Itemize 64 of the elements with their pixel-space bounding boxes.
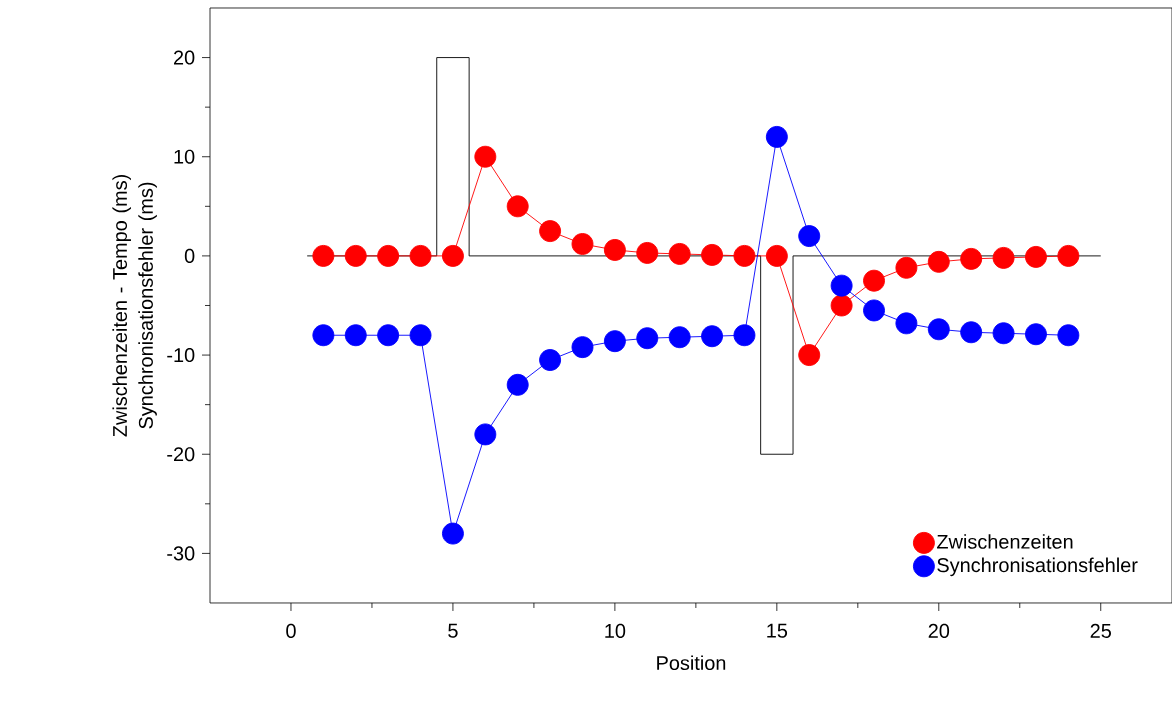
point <box>377 324 400 347</box>
point <box>441 522 464 545</box>
point <box>895 312 918 335</box>
point <box>765 244 788 267</box>
point <box>895 256 918 279</box>
point <box>863 269 885 292</box>
point <box>344 244 367 267</box>
y-axis-title: Zwischenzeiten - Tempo (ms) Synchronisationsfehler (ms) <box>112 174 157 437</box>
x-tick-label: 25 <box>1090 623 1111 638</box>
point <box>992 322 1015 345</box>
point <box>409 324 432 347</box>
point <box>830 294 853 317</box>
x-axis-title: Position <box>657 655 726 671</box>
x-tick-label: 10 <box>605 623 626 638</box>
point <box>733 324 756 347</box>
point <box>571 336 594 359</box>
point <box>344 324 367 347</box>
point <box>668 326 691 349</box>
point <box>1025 323 1047 346</box>
point <box>992 246 1015 269</box>
point <box>1057 324 1080 347</box>
point <box>863 299 885 322</box>
point <box>798 344 821 367</box>
point <box>960 321 983 344</box>
point <box>603 330 626 353</box>
legend-label: Synchronisationsfehler <box>937 557 1138 577</box>
point <box>830 274 853 297</box>
point <box>636 241 659 264</box>
point <box>1057 244 1080 267</box>
x-tick-label: 20 <box>928 623 950 638</box>
point <box>539 349 562 371</box>
y-tick-label: -30 <box>167 546 195 561</box>
y-tick-label: -10 <box>167 348 195 363</box>
y-tick-label: 0 <box>184 248 195 263</box>
point <box>1025 245 1047 268</box>
point <box>636 327 659 350</box>
y-tick-label: -20 <box>167 447 195 462</box>
point <box>506 373 529 396</box>
point <box>603 239 626 261</box>
point <box>960 247 983 270</box>
point <box>571 233 594 255</box>
legend-label: Zwischenzeiten <box>937 534 1073 549</box>
point <box>765 125 788 148</box>
x-tick-label: 0 <box>286 623 296 638</box>
point <box>927 250 950 273</box>
point <box>798 225 821 248</box>
point <box>474 423 497 446</box>
point <box>539 220 562 243</box>
point <box>312 244 335 267</box>
point <box>701 243 724 266</box>
point <box>506 195 529 218</box>
point <box>733 244 756 267</box>
point <box>377 244 400 267</box>
x-tick-label: 15 <box>767 623 788 638</box>
point <box>701 325 724 348</box>
y-tick-label: 10 <box>174 149 195 164</box>
point <box>668 242 691 265</box>
point <box>409 244 432 267</box>
y-tick-label: 20 <box>174 50 195 65</box>
point <box>927 318 950 341</box>
point <box>312 324 335 347</box>
point <box>474 145 497 168</box>
point <box>441 244 464 267</box>
x-tick-label: 5 <box>448 623 458 638</box>
